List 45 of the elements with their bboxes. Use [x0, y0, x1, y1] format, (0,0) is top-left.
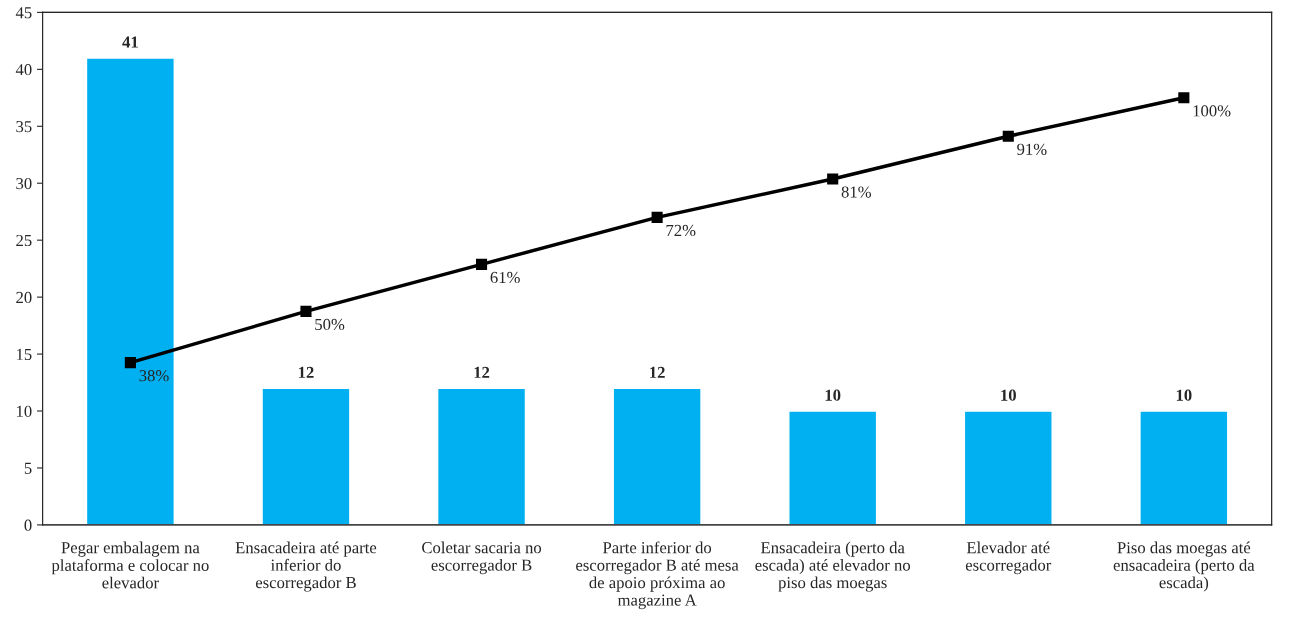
x-tick-label: Ensacadeira até parte inferior do escorregador B — [235, 541, 377, 592]
x-tick-label: Piso das moegas até ensacadeira (perto da escada) — [1113, 541, 1255, 592]
point — [1002, 130, 1014, 142]
data-label: 50% — [315, 318, 345, 331]
y-tick-label: 5 — [24, 462, 32, 474]
data-label: 12 — [474, 366, 490, 378]
data-label: 41 — [122, 36, 138, 48]
y-tick-label: 10 — [16, 405, 32, 417]
y-tick-label: 0 — [24, 519, 32, 531]
y-tick-label: 15 — [16, 348, 32, 361]
x-tick-label: Parte inferior do escorregador B até mesa de apoio próxima ao magazine A — [576, 541, 739, 610]
bar — [963, 410, 1053, 525]
point — [475, 258, 488, 270]
data-label: 10 — [1001, 389, 1016, 401]
bar — [788, 410, 878, 525]
y-tick-label: 30 — [16, 177, 32, 190]
data-label: 100% — [1193, 105, 1231, 117]
point — [124, 357, 136, 369]
y-tick-label: 40 — [15, 64, 32, 76]
data-label: 61% — [490, 271, 520, 284]
x-tick-label: Coletar sacaria no escorregador B — [422, 541, 542, 575]
data-label: 91% — [1017, 143, 1047, 155]
data-label: 12 — [650, 366, 665, 378]
bar — [612, 387, 702, 525]
point — [827, 173, 839, 185]
x-tick-label: Elevador até escorregador — [965, 541, 1052, 575]
data-label: 10 — [1176, 389, 1192, 401]
data-label: 72% — [666, 224, 696, 237]
point — [651, 211, 663, 223]
bar — [85, 57, 175, 525]
data-label: 12 — [298, 366, 314, 378]
data-label: 81% — [841, 186, 872, 198]
bar — [436, 387, 527, 525]
point — [300, 305, 312, 317]
x-tick-label: Ensacadeira (perto da escada) até elevador no piso das moegas — [755, 541, 911, 592]
data-label: 38% — [139, 370, 169, 382]
bar — [261, 387, 351, 525]
data-label: 10 — [825, 389, 841, 401]
bar — [1139, 410, 1229, 525]
y-tick-label: 45 — [15, 7, 32, 19]
x-tick-label: Pegar embalagem na plataforma e colocar no elevador — [51, 541, 209, 589]
point — [1178, 92, 1190, 104]
y-tick-label: 25 — [16, 234, 32, 247]
y-tick-label: 20 — [16, 291, 32, 304]
y-tick-label: 35 — [16, 121, 32, 133]
